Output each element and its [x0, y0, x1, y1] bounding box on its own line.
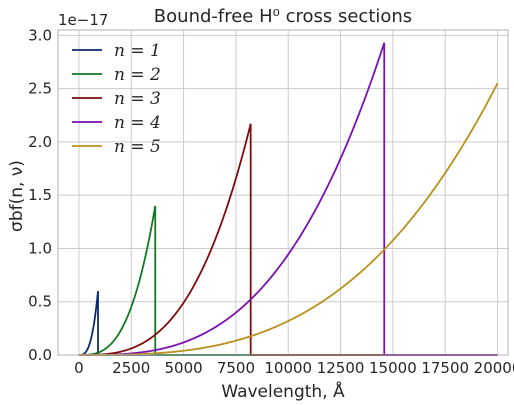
- series-line-n4: [78, 42, 498, 356]
- x-axis-label: Wavelength, Å: [221, 380, 345, 402]
- y-tick-label: 0.5: [28, 293, 52, 311]
- y-axis-label: σbf(n, ν): [7, 160, 27, 232]
- x-tick-label: 17500: [421, 359, 469, 377]
- y-tick-label: 0.0: [28, 346, 52, 364]
- plot-frame: [57, 29, 509, 356]
- legend-label-n5: n = 5: [114, 137, 161, 157]
- y-tick-label: 1.0: [28, 239, 52, 257]
- chart-title: Bound-free H⁰ cross sections: [154, 6, 412, 27]
- legend: n = 1 n = 2 n = 3 n = 4 n = 5: [72, 41, 161, 157]
- y-tick-label: 2.5: [28, 80, 52, 98]
- series-line-n5: [78, 82, 499, 356]
- x-tick-label: 10000: [264, 359, 312, 377]
- y-tick-label: 3.0: [28, 26, 52, 44]
- legend-label-n1: n = 1: [114, 41, 161, 61]
- x-tick-label: 15000: [369, 359, 417, 377]
- x-tick-label: 12500: [317, 359, 365, 377]
- legend-label-n2: n = 2: [114, 65, 161, 85]
- x-tick-label: 2500: [112, 359, 150, 377]
- legend-label-n4: n = 4: [114, 113, 161, 133]
- x-tick-label: 0: [74, 359, 84, 377]
- legend-label-n3: n = 3: [114, 89, 161, 109]
- x-tick-label: 5000: [164, 359, 202, 377]
- y-tick-labels: 0.0 0.5 1.0 1.5 2.0 2.5 3.0: [28, 26, 52, 364]
- x-tick-label: 7500: [217, 359, 255, 377]
- y-scale-offset-label: 1e−17: [58, 11, 108, 29]
- y-tick-label: 1.5: [28, 186, 52, 204]
- y-tick-label: 2.0: [28, 133, 52, 151]
